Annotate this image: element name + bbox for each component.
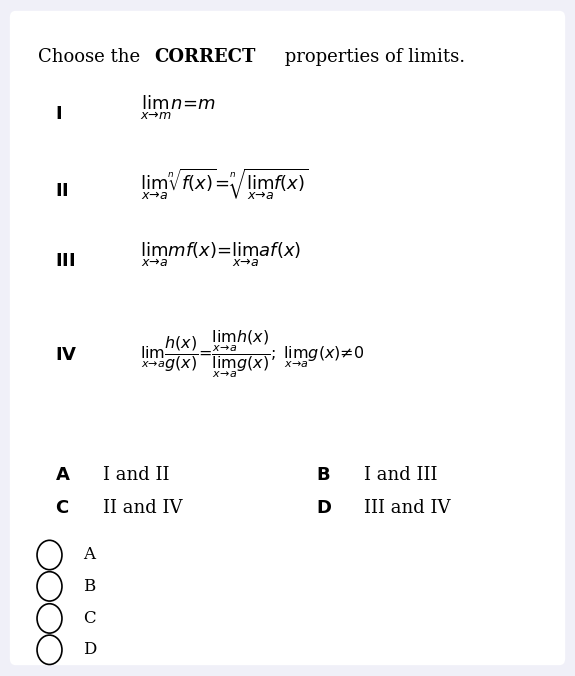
Text: properties of limits.: properties of limits. [279, 47, 465, 66]
Text: $\mathbf{I}$: $\mathbf{I}$ [55, 105, 62, 123]
Text: $\mathbf{II}$: $\mathbf{II}$ [55, 182, 69, 200]
FancyBboxPatch shape [10, 11, 565, 665]
Text: I and III: I and III [364, 466, 438, 484]
Text: $\lim_{x \to a} \dfrac{h(x)}{g(x)} = \dfrac{\lim_{x \to a} h(x)}{\lim_{x \to a} : $\lim_{x \to a} \dfrac{h(x)}{g(x)} = \df… [140, 329, 365, 381]
Text: $\mathbf{III}$: $\mathbf{III}$ [55, 252, 75, 270]
Text: $\lim_{x \to m} n = m$: $\lim_{x \to m} n = m$ [140, 93, 216, 122]
Text: A: A [83, 546, 95, 564]
Text: $\mathbf{C}$: $\mathbf{C}$ [55, 500, 69, 517]
Text: $\mathbf{D}$: $\mathbf{D}$ [316, 500, 332, 517]
Text: $\mathbf{IV}$: $\mathbf{IV}$ [55, 345, 78, 364]
Text: $\lim_{x \to a} \sqrt[n]{f(x)} = \sqrt[n]{\lim_{x \to a} f(x)}$: $\lim_{x \to a} \sqrt[n]{f(x)} = \sqrt[n… [140, 166, 309, 203]
Text: $\lim_{x \to a} mf(x) = \lim_{x \to a} af(x)$: $\lim_{x \to a} mf(x) = \lim_{x \to a} a… [140, 241, 301, 269]
Text: C: C [83, 610, 96, 627]
Text: $\mathbf{A}$: $\mathbf{A}$ [55, 466, 71, 484]
Text: D: D [83, 642, 97, 658]
Text: II and IV: II and IV [104, 500, 183, 517]
Text: $\mathbf{B}$: $\mathbf{B}$ [316, 466, 330, 484]
Text: B: B [83, 578, 96, 595]
Text: CORRECT: CORRECT [154, 47, 256, 66]
Text: Choose the: Choose the [38, 47, 146, 66]
Text: I and II: I and II [104, 466, 170, 484]
Text: III and IV: III and IV [364, 500, 450, 517]
